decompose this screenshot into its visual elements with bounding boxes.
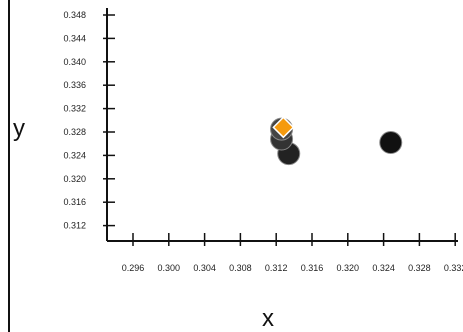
- y-tick-label: 0.332: [63, 104, 86, 114]
- y-tick-label: 0.320: [63, 174, 86, 184]
- y-tick-label: 0.344: [63, 33, 86, 43]
- y-axis-label: y: [13, 115, 25, 142]
- data-point: [272, 116, 295, 139]
- x-tick-label: 0.324: [372, 263, 395, 273]
- y-tick-label: 0.328: [63, 127, 86, 137]
- y-tick-label: 0.340: [63, 57, 86, 67]
- data-point: [379, 131, 403, 155]
- x-tick-label: 0.328: [408, 263, 431, 273]
- x-axis-label: x: [262, 305, 274, 332]
- x-tick-label: 0.304: [193, 263, 216, 273]
- y-tick-label: 0.348: [63, 10, 86, 20]
- data-points: [270, 116, 403, 166]
- x-tick-label: 0.296: [122, 263, 145, 273]
- y-tick-label: 0.336: [63, 80, 86, 90]
- x-tick-label: 0.332: [444, 263, 463, 273]
- axes: 0.348 0.344 0.340 0.336 0.332 0.328 0.324 0.320…: [63, 8, 463, 273]
- x-tick-label: 0.308: [229, 263, 252, 273]
- y-tick-label: 0.312: [63, 221, 86, 231]
- y-tick-label: 0.316: [63, 197, 86, 207]
- x-tick-label: 0.312: [265, 263, 288, 273]
- x-tick-label: 0.300: [158, 263, 181, 273]
- y-tick-label: 0.324: [63, 150, 86, 160]
- x-tick-label: 0.320: [337, 263, 360, 273]
- x-tick-label: 0.316: [301, 263, 324, 273]
